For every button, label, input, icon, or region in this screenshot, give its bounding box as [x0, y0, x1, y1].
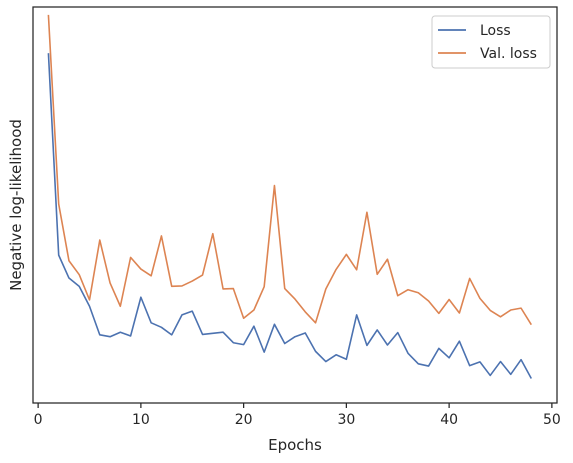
series-line-loss — [47, 53, 533, 379]
x-tick-label: 10 — [132, 412, 150, 428]
plot-area — [47, 14, 533, 379]
x-tick-label: 0 — [34, 412, 43, 428]
x-tick-label: 40 — [440, 412, 458, 428]
axes-frame — [32, 6, 558, 404]
y-axis-label: Negative log-likelihood — [7, 119, 25, 291]
x-tick-label: 20 — [235, 412, 253, 428]
x-axis-label: Epochs — [268, 436, 322, 454]
x-tick-label: 30 — [337, 412, 355, 428]
x-tick-label: 50 — [543, 412, 561, 428]
legend: Loss Val. loss — [431, 15, 551, 69]
legend-label-loss: Loss — [480, 23, 511, 39]
x-axis-ticks: 0 10 20 30 40 50 — [34, 403, 561, 428]
legend-label-val-loss: Val. loss — [480, 46, 537, 62]
series-line-val-loss — [47, 14, 532, 326]
legend-box — [431, 15, 551, 69]
